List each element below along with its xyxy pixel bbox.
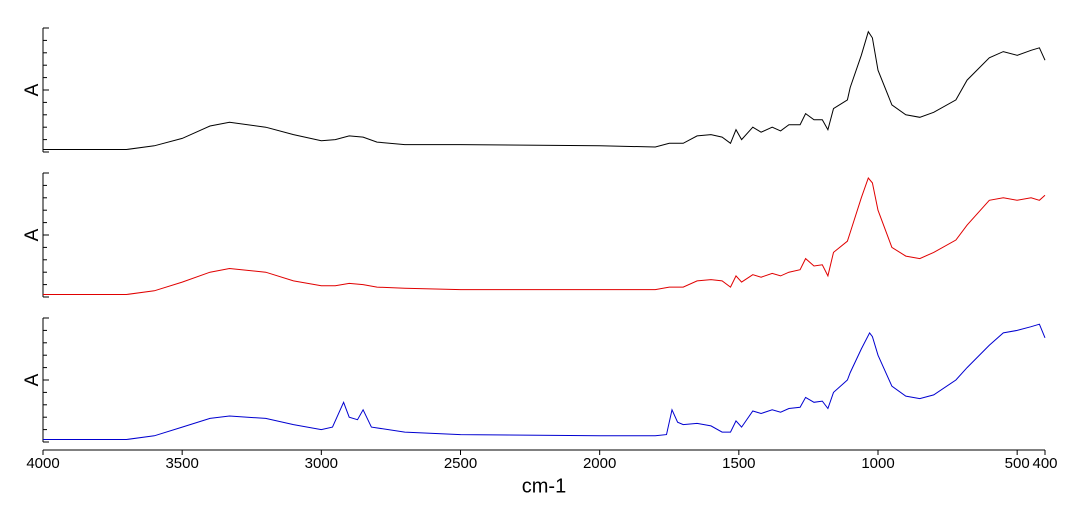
y-axis-label: A xyxy=(22,373,43,386)
x-axis-label: cm-1 xyxy=(522,475,566,497)
x-tick-label: 1000 xyxy=(861,455,894,472)
x-tick-label: 400 xyxy=(1032,455,1057,472)
x-tick-label: 2500 xyxy=(444,455,477,472)
x-tick-label: 4000 xyxy=(26,455,59,472)
spectrum-line xyxy=(43,30,1046,150)
y-axis-label: A xyxy=(22,83,43,96)
spectrum-line xyxy=(43,177,1046,295)
spectrum-line xyxy=(43,323,1046,440)
x-tick-label: 1500 xyxy=(722,455,755,472)
x-tick-label: 3000 xyxy=(305,455,338,472)
x-tick-label: 500 xyxy=(1005,455,1030,472)
x-tick-label: 3500 xyxy=(165,455,198,472)
y-axis-label: A xyxy=(22,228,43,241)
x-tick-label: 2000 xyxy=(583,455,616,472)
